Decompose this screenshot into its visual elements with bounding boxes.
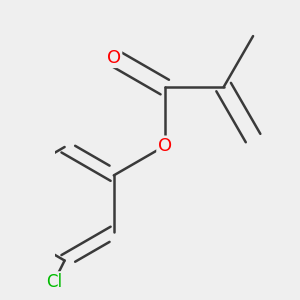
Text: O: O	[107, 49, 121, 67]
Text: O: O	[158, 137, 172, 155]
Text: Cl: Cl	[46, 273, 62, 291]
